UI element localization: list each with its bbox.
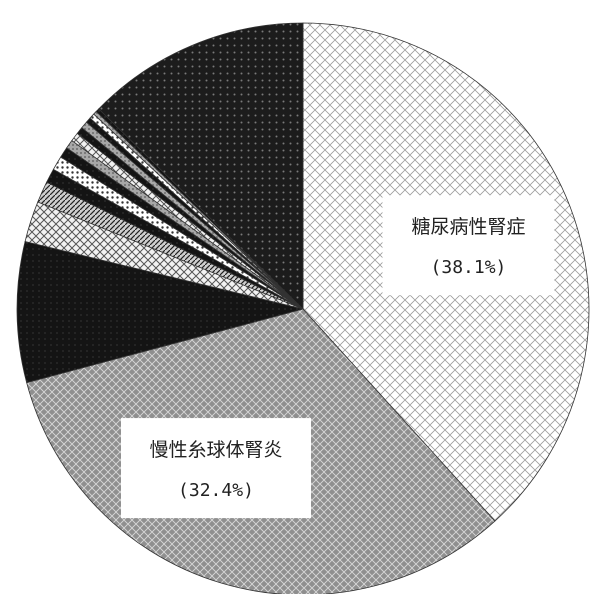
slice-percent-label: (38.1%) [431,257,507,278]
pie-slice [98,22,304,310]
pie-slice [16,240,304,384]
slice-label: 糖尿病性腎症 [411,216,525,238]
slice-label-box [382,195,555,296]
slice-label-box [120,418,311,519]
pie-slices [16,22,590,594]
slice-label: 慢性糸球体腎炎 [149,439,282,461]
slice-percent-label: (32.4%) [178,480,254,501]
pie-labels: 糖尿病性腎症 (38.1%) 慢性糸球体腎炎 (32.4%) [120,195,555,519]
